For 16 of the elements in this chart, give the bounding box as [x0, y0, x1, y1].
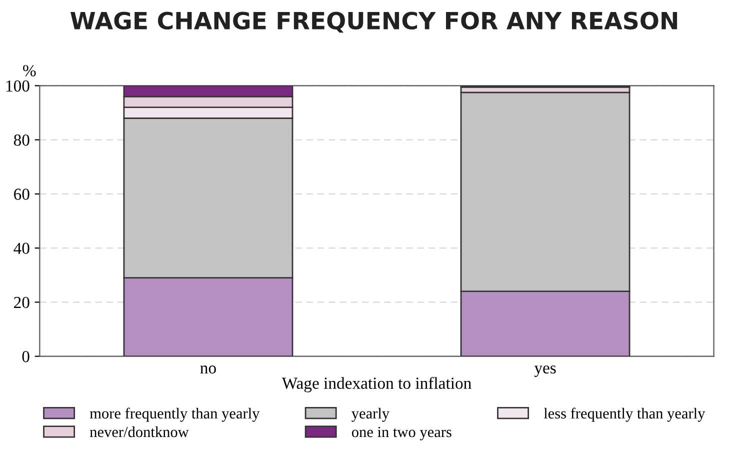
- y-tick-label: 0: [22, 350, 30, 362]
- legend-label: less frequently than yearly: [544, 408, 706, 422]
- legend-label: never/dontknow: [90, 426, 189, 438]
- x-axis-title: Wage indexation to inflation: [282, 376, 472, 392]
- y-axis-title: %: [23, 65, 36, 76]
- y-tick-label: 60: [14, 188, 30, 200]
- legend-label: more frequently than yearly: [90, 408, 260, 422]
- y-tick-label: 100: [6, 80, 30, 92]
- x-tick-label: no: [200, 366, 216, 374]
- y-tick-label: 20: [14, 296, 30, 308]
- x-tick-label: yes: [534, 366, 556, 377]
- y-tick-label: 40: [14, 242, 30, 254]
- legend-label: yearly: [352, 408, 390, 422]
- legend-label: one in two years: [352, 426, 452, 440]
- y-tick-label: 80: [14, 134, 30, 146]
- chart-title: WAGE CHANGE FREQUENCY FOR ANY REASON: [70, 12, 678, 33]
